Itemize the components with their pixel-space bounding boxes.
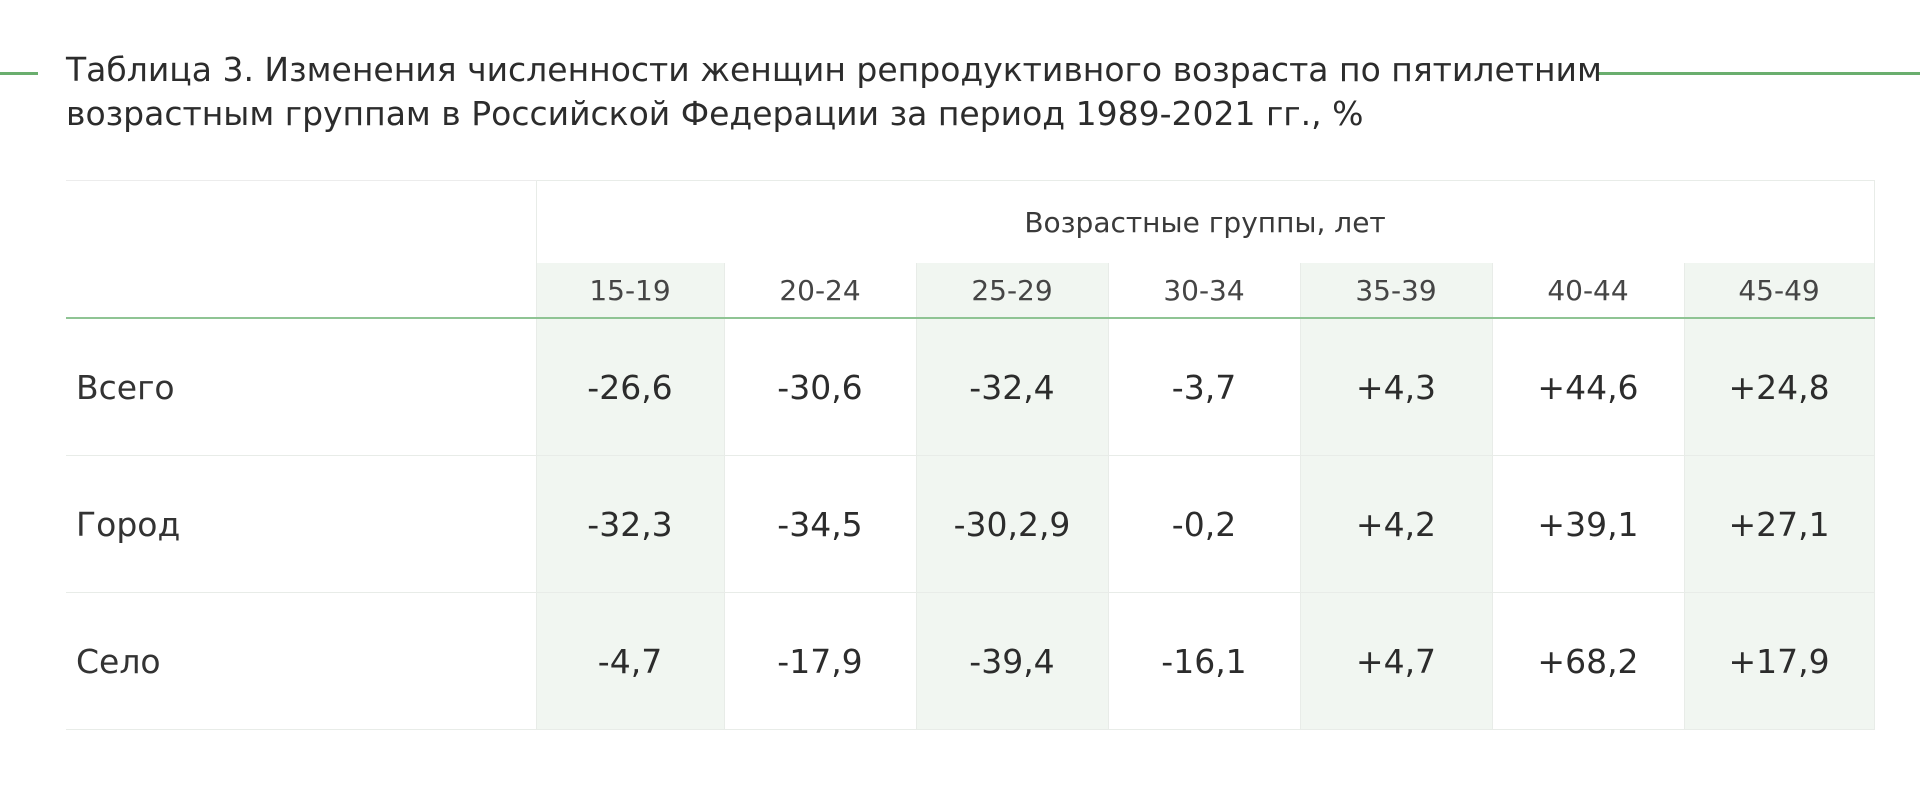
age-header-45-49: 45-49	[1683, 263, 1875, 319]
table-cell: -30,2,9	[915, 455, 1109, 593]
row-label: Всего	[66, 317, 537, 456]
table-cell: -17,9	[723, 592, 917, 730]
table-cell: +39,1	[1491, 455, 1685, 593]
corner-cell-lower	[66, 263, 537, 319]
table-cell: -4,7	[535, 592, 725, 730]
table-cell: +4,7	[1299, 592, 1493, 730]
table-cell: -16,1	[1107, 592, 1301, 730]
table-row-village: Село -4,7 -17,9 -39,4 -16,1 +4,7 +68,2 +…	[66, 592, 1875, 730]
table-cell: +27,1	[1683, 455, 1875, 593]
table-title-line-1: Таблица 3. Изменения численности женщин …	[66, 50, 1602, 89]
table-cell: -3,7	[1107, 317, 1301, 456]
table-cell: -26,6	[535, 317, 725, 456]
table-cell: +4,3	[1299, 317, 1493, 456]
title-rule-left	[0, 72, 38, 75]
age-header-15-19: 15-19	[535, 263, 725, 319]
table-cell: -0,2	[1107, 455, 1301, 593]
table-cell: -34,5	[723, 455, 917, 593]
age-header-row: 15-19 20-24 25-29 30-34 35-39 40-44 45-4…	[66, 263, 1875, 319]
row-label: Село	[66, 592, 537, 730]
table-cell: -39,4	[915, 592, 1109, 730]
table-cell: +68,2	[1491, 592, 1685, 730]
title-rule-right	[1598, 72, 1920, 75]
table-cell: +4,2	[1299, 455, 1493, 593]
table-cell: +44,6	[1491, 317, 1685, 456]
row-label: Город	[66, 455, 537, 593]
table-cell: +24,8	[1683, 317, 1875, 456]
age-header-40-44: 40-44	[1491, 263, 1685, 319]
table-title-line-2: возрастным группам в Российской Федераци…	[66, 94, 1364, 133]
age-header-25-29: 25-29	[915, 263, 1109, 319]
table-cell: -30,6	[723, 317, 917, 456]
table-title: Таблица 3. Изменения численности женщин …	[66, 48, 1602, 136]
table-cell: +17,9	[1683, 592, 1875, 730]
table-row-total: Всего -26,6 -30,6 -32,4 -3,7 +4,3 +44,6 …	[66, 317, 1875, 456]
age-header-35-39: 35-39	[1299, 263, 1493, 319]
age-header-20-24: 20-24	[723, 263, 917, 319]
table-cell: -32,3	[535, 455, 725, 593]
population-change-table: Возрастные группы, лет 15-19 20-24 25-29…	[66, 180, 1875, 730]
corner-cell	[66, 180, 536, 263]
table-row-city: Город -32,3 -34,5 -30,2,9 -0,2 +4,2 +39,…	[66, 455, 1875, 593]
age-groups-header: Возрастные группы, лет	[535, 180, 1875, 263]
table-cell: -32,4	[915, 317, 1109, 456]
group-header-row: Возрастные группы, лет	[66, 180, 1875, 263]
age-header-30-34: 30-34	[1107, 263, 1301, 319]
